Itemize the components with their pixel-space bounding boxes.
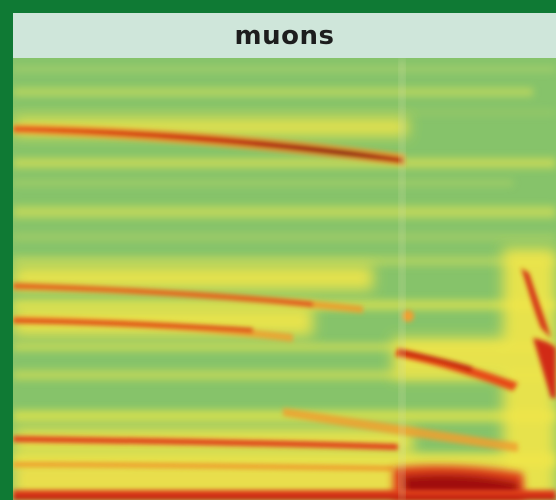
title-bar: muons — [13, 13, 556, 58]
heatmap-plot — [13, 58, 556, 500]
heatmap-image — [13, 58, 556, 500]
panel-title: muons — [234, 20, 335, 51]
